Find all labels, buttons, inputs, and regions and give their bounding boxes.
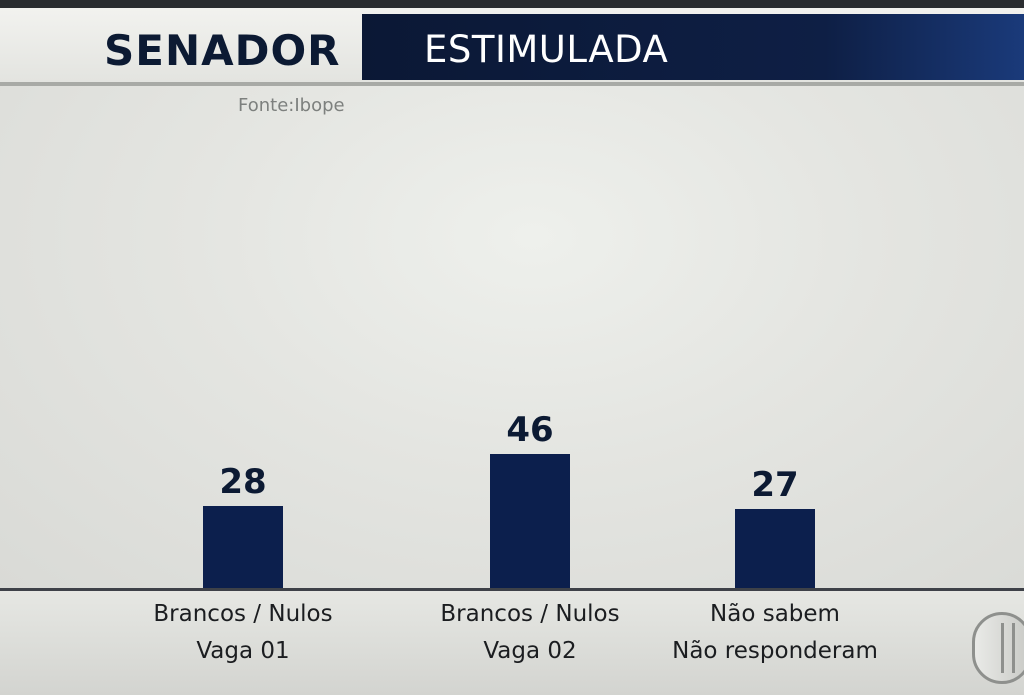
category-label: Brancos / Nulos Vaga 02 (390, 596, 670, 670)
category-label-line: Vaga 01 (196, 638, 290, 664)
header: SENADOR ESTIMULADA (0, 8, 1024, 82)
bar-2 (490, 454, 570, 588)
category-label: Não sabem Não responderam (635, 596, 915, 670)
source-label: Fonte:Ibope (238, 95, 345, 116)
category-label-line: Brancos / Nulos (153, 601, 333, 627)
bar-value-label: 27 (751, 465, 799, 506)
top-strip (0, 0, 1024, 8)
category-label-line: Vaga 02 (483, 638, 577, 664)
category-area (0, 591, 1024, 695)
bar-1 (203, 506, 283, 588)
title-bar: ESTIMULADA (362, 14, 1024, 80)
category-label-line: Não responderam (672, 638, 878, 664)
bar-value-label: 28 (219, 462, 267, 503)
header-divider (0, 82, 1024, 86)
subtitle: ESTIMULADA (424, 28, 669, 71)
category-label-line: Brancos / Nulos (440, 601, 620, 627)
chart-baseline (0, 588, 1024, 591)
broadcaster-logo-icon (972, 612, 1024, 684)
category-label: Brancos / Nulos Vaga 01 (103, 596, 383, 670)
page-title: SENADOR (104, 26, 341, 75)
bar-value-label: 46 (506, 410, 554, 450)
category-label-line: Não sabem (710, 601, 840, 627)
bar-3 (735, 509, 815, 588)
